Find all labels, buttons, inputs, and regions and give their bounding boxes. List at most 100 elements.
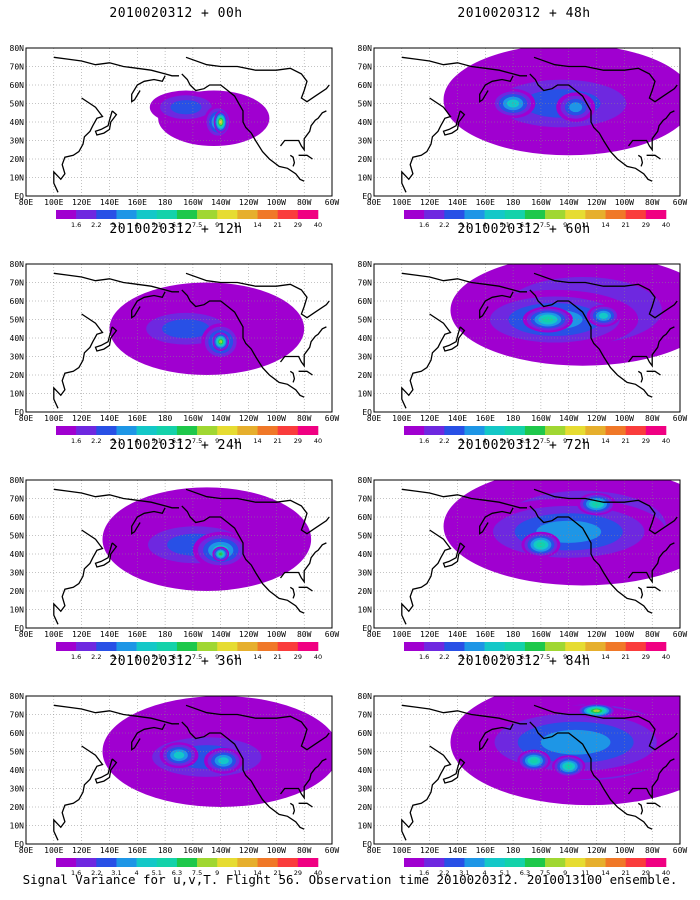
lon-tick-label: 160E — [128, 630, 147, 639]
lon-tick-label: 140E — [448, 414, 467, 423]
map-svg: 80E 100E 120E 140E 160E 180 160W 140W 120W 100W 80… — [10, 260, 340, 445]
colorbar-label: 9 — [215, 221, 219, 229]
colorbar-label: 11 — [233, 653, 241, 661]
colorbar-label: 40 — [314, 653, 322, 661]
colorbar-segment — [237, 858, 258, 867]
colorbar-segment — [156, 642, 178, 651]
lat-tick-label: 80N — [358, 476, 373, 485]
colorbar-label: 6.3 — [520, 221, 530, 229]
lon-tick-label: 100E — [392, 198, 411, 207]
colorbar-label: 29 — [294, 437, 302, 445]
colorbar-label: 7.5 — [192, 869, 202, 877]
lat-tick-label: 40N — [358, 118, 373, 127]
lat-tick-label: 10N — [358, 174, 373, 183]
lon-tick-label: 80W — [645, 630, 660, 639]
lon-tick-label: 80W — [645, 846, 660, 855]
lon-tick-label: 180 — [506, 414, 521, 423]
lat-tick-label: 70N — [10, 495, 25, 504]
colorbar-label: 4 — [483, 869, 487, 877]
lat-tick-label: 50N — [10, 100, 25, 109]
map-panel: 2010020312 + 00h 80E 100E 120E 140E 160E 180 16… — [6, 6, 346, 230]
colorbar-segment — [484, 426, 506, 435]
lon-tick-label: 100E — [44, 630, 63, 639]
colorbar-label: 11 — [581, 653, 589, 661]
colorbar-label: 5.1 — [152, 869, 162, 877]
colorbar-segment — [645, 426, 667, 435]
panel-title: 2010020312 + 36h — [109, 654, 243, 669]
coastline — [627, 758, 675, 800]
contour-fill — [219, 120, 222, 124]
lat-tick-label: 60N — [358, 729, 373, 738]
lat-tick-label: 20N — [358, 155, 373, 164]
lon-tick-label: 120W — [239, 414, 258, 423]
colorbar-segment — [424, 858, 445, 867]
coastline — [279, 326, 327, 368]
colorbar-segment — [545, 210, 566, 219]
coastline — [131, 723, 166, 751]
lat-tick-label: 30N — [358, 785, 373, 794]
colorbar-label: 21 — [622, 437, 630, 445]
colorbar-segment — [444, 210, 465, 219]
colorbar-segment — [504, 210, 526, 219]
coastline — [637, 370, 644, 383]
coastline — [533, 56, 678, 103]
lon-tick-label: 100W — [615, 630, 634, 639]
lon-tick-label: 180 — [506, 846, 521, 855]
lon-tick-label: 80E — [367, 198, 382, 207]
lon-tick-label: 160W — [531, 198, 550, 207]
colorbar-label: 21 — [622, 653, 630, 661]
colorbar-label: 3.1 — [111, 653, 121, 661]
lat-tick-label: 10N — [10, 606, 25, 615]
coastline — [479, 291, 514, 319]
lat-tick-label: 50N — [10, 748, 25, 757]
lon-tick-label: 80W — [297, 198, 312, 207]
colorbar-segment — [156, 858, 178, 867]
colorbar-segment — [56, 858, 77, 867]
coastline — [289, 802, 296, 815]
contour-fill — [564, 763, 573, 769]
lat-tick-label: 10N — [358, 390, 373, 399]
coastline — [94, 758, 118, 784]
colorbar-label: 4 — [135, 437, 139, 445]
lon-tick-label: 140W — [559, 198, 578, 207]
colorbar-label: 4 — [135, 653, 139, 661]
colorbar-segment — [217, 426, 238, 435]
colorbar-segment — [524, 642, 546, 651]
colorbar-label: 21 — [622, 869, 630, 877]
lat-tick-label: EQ — [14, 408, 24, 417]
lat-tick-label: 80N — [358, 260, 373, 269]
coastline — [529, 73, 653, 182]
colorbar-label: 3.1 — [111, 437, 121, 445]
colorbar-segment — [297, 642, 319, 651]
lon-tick-label: 80E — [367, 630, 382, 639]
lat-tick-label: 40N — [358, 550, 373, 559]
colorbar-segment — [545, 642, 566, 651]
colorbar-label: 7.5 — [540, 221, 550, 229]
lon-tick-label: 120W — [587, 414, 606, 423]
map-panel: 2010020312 + 48h 80E 100E 120E 140E 160E 180 16… — [354, 6, 694, 230]
coastline — [53, 272, 179, 293]
lat-tick-label: 80N — [358, 44, 373, 53]
lon-tick-label: 180 — [506, 198, 521, 207]
lon-tick-label: 140W — [559, 414, 578, 423]
colorbar-label: 3.1 — [459, 437, 469, 445]
colorbar-segment — [197, 858, 218, 867]
coastline — [53, 704, 179, 725]
coastline — [401, 313, 452, 409]
colorbar-segment — [524, 426, 546, 435]
lat-tick-label: 10N — [10, 390, 25, 399]
lat-tick-label: 70N — [358, 711, 373, 720]
colorbar-segment — [176, 858, 198, 867]
coastline — [279, 110, 327, 152]
coastline — [185, 56, 330, 103]
lon-tick-label: 180 — [158, 198, 173, 207]
coastline — [94, 110, 118, 136]
map-frame — [25, 263, 333, 413]
colorbar-label: 11 — [233, 869, 241, 877]
contour-fill — [542, 316, 554, 323]
colorbar-label: 7.5 — [192, 221, 202, 229]
lon-tick-label: 160E — [128, 846, 147, 855]
lat-tick-label: 40N — [10, 550, 25, 559]
contour-fill — [170, 100, 202, 115]
lon-tick-label: 180 — [158, 414, 173, 423]
